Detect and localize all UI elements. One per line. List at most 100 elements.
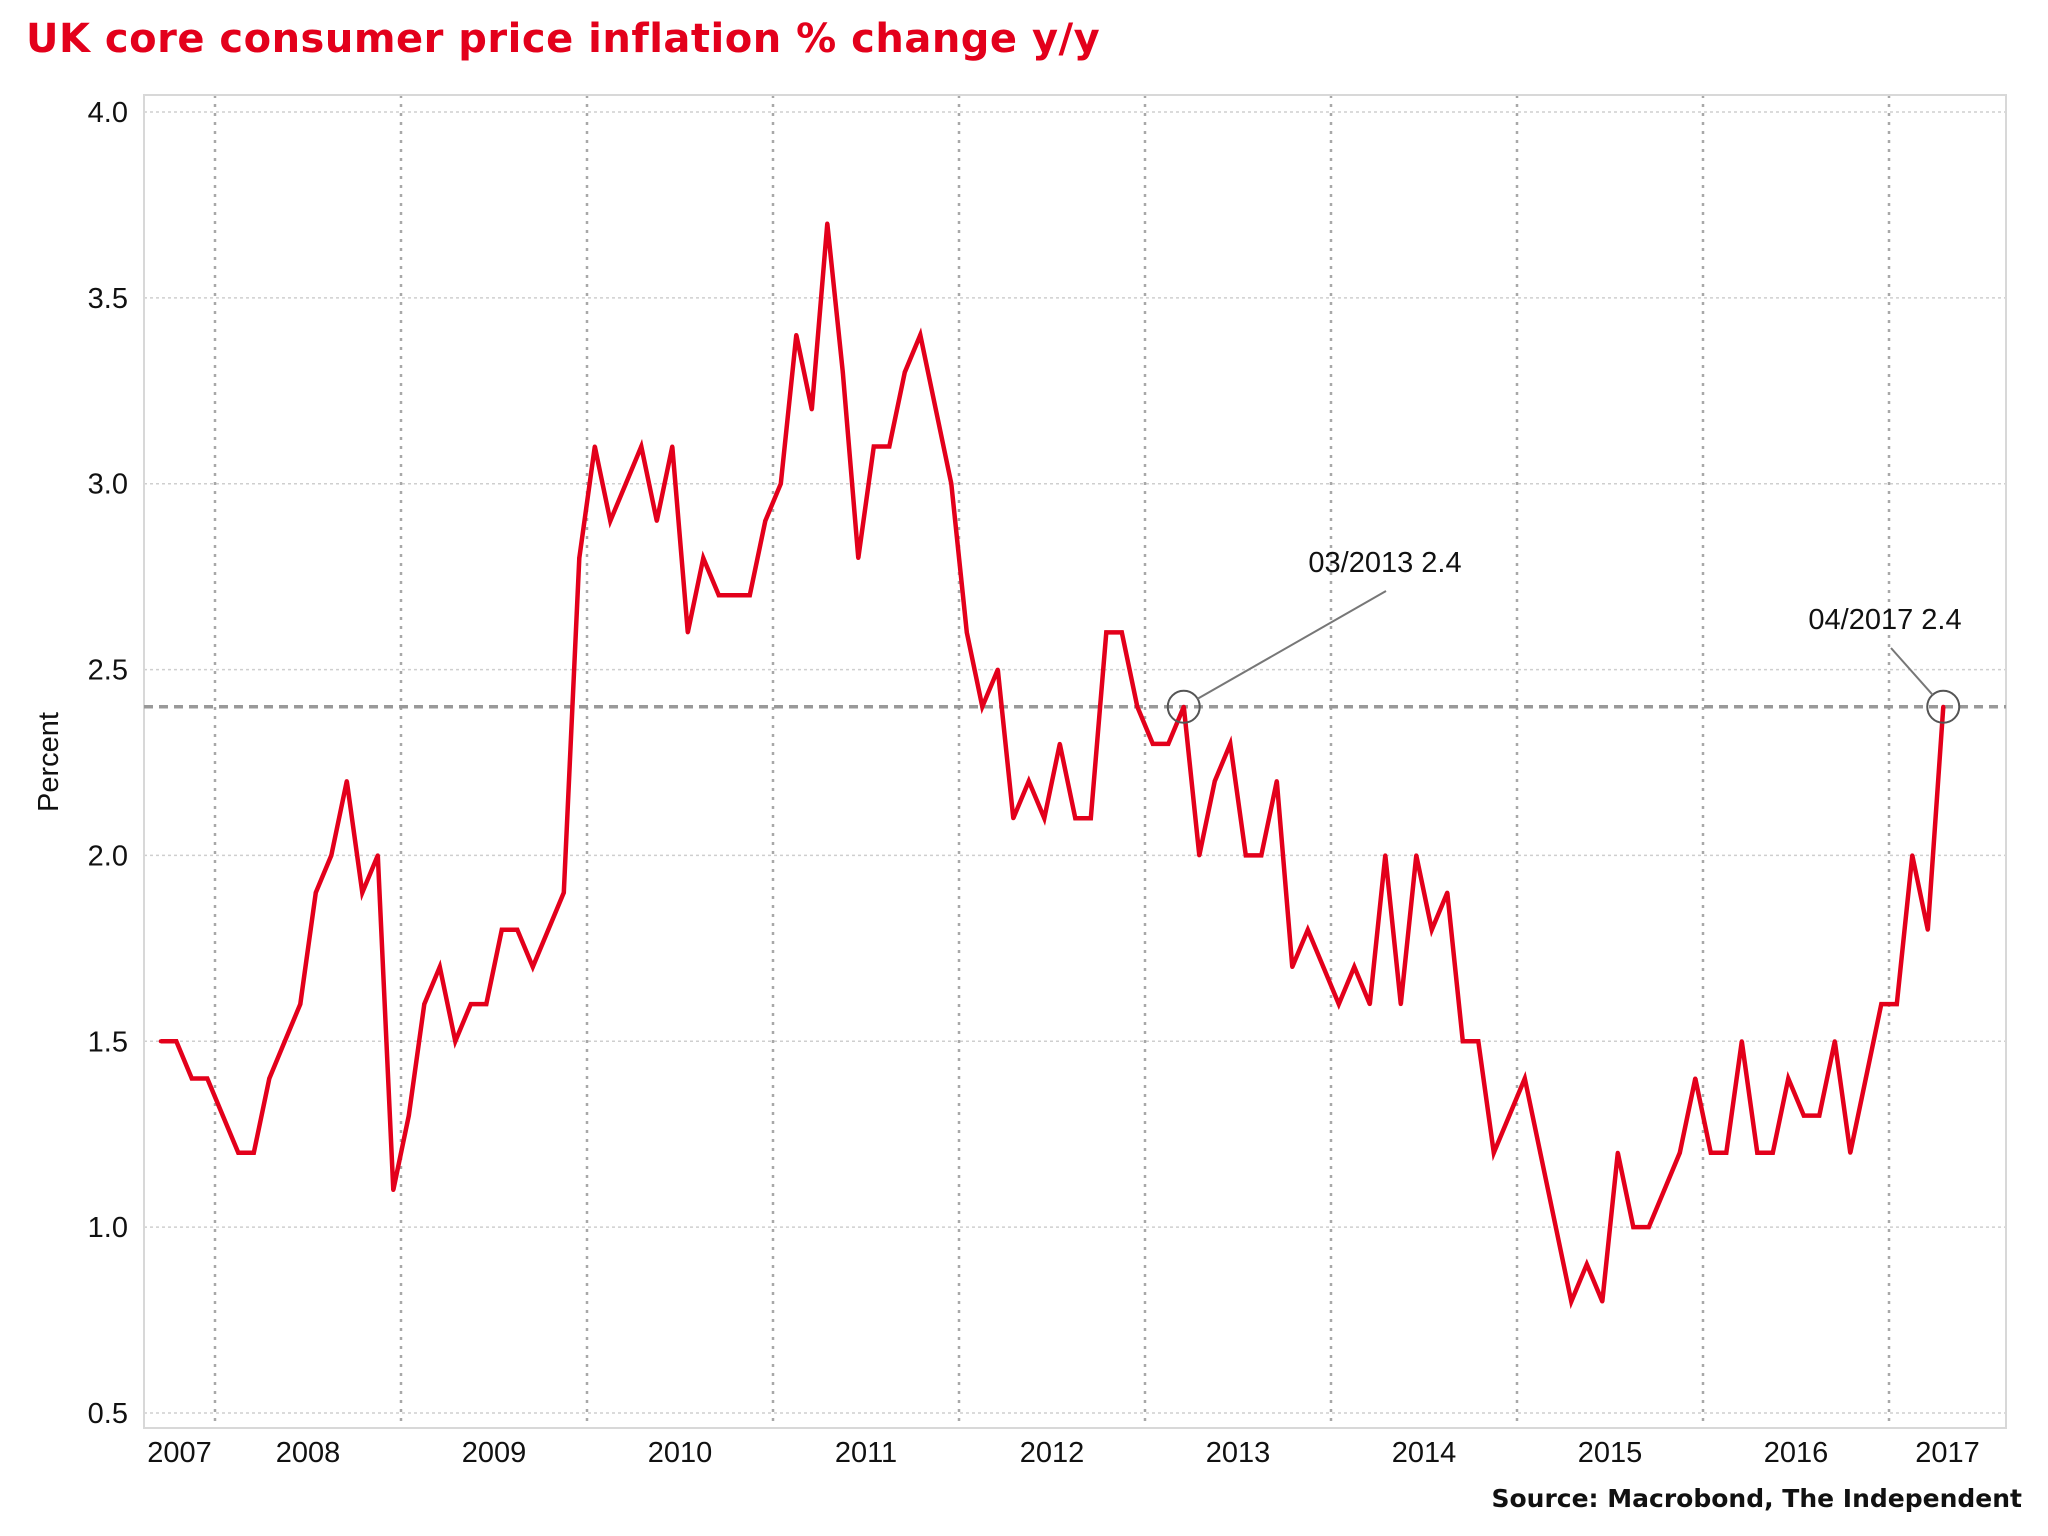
data-point bbox=[251, 1150, 256, 1155]
y-axis-label: Percent bbox=[33, 712, 65, 812]
data-point bbox=[189, 1076, 194, 1081]
data-point bbox=[670, 444, 675, 449]
data-point bbox=[1321, 964, 1326, 969]
data-point bbox=[1057, 741, 1062, 746]
x-tick-label: 2011 bbox=[835, 1437, 897, 1469]
data-point bbox=[1708, 1150, 1713, 1155]
data-point bbox=[1119, 630, 1124, 635]
data-point bbox=[964, 630, 969, 635]
data-point bbox=[453, 1039, 458, 1044]
y-tick-label: 1.5 bbox=[88, 1026, 128, 1058]
data-point bbox=[1522, 1076, 1527, 1081]
data-point bbox=[1786, 1076, 1791, 1081]
data-point bbox=[1429, 927, 1434, 932]
data-point bbox=[515, 927, 520, 932]
data-point bbox=[1336, 1002, 1341, 1007]
annotation-label: 04/2017 2.4 bbox=[1808, 604, 1961, 636]
data-point bbox=[1770, 1150, 1775, 1155]
data-point bbox=[918, 333, 923, 338]
data-point bbox=[778, 481, 783, 486]
data-point bbox=[484, 1002, 489, 1007]
data-point bbox=[1848, 1150, 1853, 1155]
data-point bbox=[763, 518, 768, 523]
y-tick-label: 2.0 bbox=[88, 840, 128, 872]
data-point bbox=[887, 444, 892, 449]
data-point bbox=[1693, 1076, 1698, 1081]
data-point bbox=[1739, 1039, 1744, 1044]
data-point bbox=[220, 1113, 225, 1118]
data-point bbox=[360, 890, 365, 895]
data-point bbox=[1445, 890, 1450, 895]
data-point bbox=[437, 964, 442, 969]
data-point bbox=[329, 853, 334, 858]
data-point bbox=[375, 853, 380, 858]
x-tick-label: 2009 bbox=[462, 1437, 527, 1469]
data-point bbox=[1212, 779, 1217, 784]
data-point bbox=[1553, 1225, 1558, 1230]
data-point bbox=[546, 927, 551, 932]
data-point bbox=[794, 333, 799, 338]
grid-lines bbox=[144, 95, 2006, 1428]
data-point bbox=[1104, 630, 1109, 635]
data-point bbox=[1398, 1002, 1403, 1007]
annotation-leader bbox=[1197, 590, 1387, 700]
annotation-marker bbox=[1166, 689, 1201, 724]
data-point bbox=[1863, 1076, 1868, 1081]
data-point bbox=[1584, 1262, 1589, 1267]
data-point bbox=[1491, 1150, 1496, 1155]
data-point bbox=[205, 1076, 210, 1081]
data-point bbox=[344, 779, 349, 784]
x-tick-label: 2008 bbox=[276, 1437, 341, 1469]
data-point bbox=[592, 444, 597, 449]
data-point bbox=[1817, 1113, 1822, 1118]
data-point bbox=[840, 370, 845, 375]
data-point bbox=[1352, 964, 1357, 969]
source-note: Source: Macrobond, The Independent bbox=[1491, 1484, 2022, 1513]
y-tick-label: 1.0 bbox=[88, 1212, 128, 1244]
data-point bbox=[701, 556, 706, 561]
data-point bbox=[1662, 1187, 1667, 1192]
data-point bbox=[499, 927, 504, 932]
data-point bbox=[1383, 853, 1388, 858]
data-point bbox=[1274, 779, 1279, 784]
chart-title: UK core consumer price inflation % chang… bbox=[26, 16, 1101, 62]
data-point bbox=[1011, 816, 1016, 821]
data-point bbox=[654, 518, 659, 523]
data-point bbox=[1507, 1113, 1512, 1118]
data-point bbox=[1569, 1299, 1574, 1304]
data-point bbox=[1538, 1150, 1543, 1155]
x-axis: 2007 2008 2009 2010 2011 2012 2013 2014 2015 2016… bbox=[147, 1437, 1980, 1469]
y-tick-label: 4.0 bbox=[88, 97, 128, 129]
annotations: 03/2013 2.4 04/2017 2.4 bbox=[1166, 547, 1962, 724]
data-point bbox=[282, 1039, 287, 1044]
data-point bbox=[158, 1039, 163, 1044]
data-point bbox=[809, 407, 814, 412]
annotation-marker bbox=[1926, 689, 1961, 724]
data-point bbox=[1755, 1150, 1760, 1155]
x-tick-label: 2013 bbox=[1206, 1437, 1271, 1469]
data-point bbox=[1414, 853, 1419, 858]
data-point bbox=[902, 370, 907, 375]
data-point bbox=[468, 1002, 473, 1007]
data-point bbox=[1228, 741, 1233, 746]
x-tick-label: 2007 bbox=[147, 1437, 212, 1469]
data-point bbox=[1166, 741, 1171, 746]
data-point bbox=[1646, 1225, 1651, 1230]
data-point bbox=[1088, 816, 1093, 821]
data-point bbox=[732, 593, 737, 598]
data-point bbox=[1724, 1150, 1729, 1155]
data-point bbox=[561, 890, 566, 895]
data-point bbox=[685, 630, 690, 635]
data-point bbox=[1910, 853, 1915, 858]
data-point bbox=[530, 964, 535, 969]
x-tick-label: 2014 bbox=[1392, 1437, 1457, 1469]
annotation-label: 03/2013 2.4 bbox=[1308, 547, 1461, 579]
data-point bbox=[980, 704, 985, 709]
data-point bbox=[1150, 741, 1155, 746]
data-point bbox=[391, 1187, 396, 1192]
x-tick-label: 2010 bbox=[648, 1437, 713, 1469]
data-point bbox=[1600, 1299, 1605, 1304]
data-point bbox=[422, 1002, 427, 1007]
data-point bbox=[747, 593, 752, 598]
